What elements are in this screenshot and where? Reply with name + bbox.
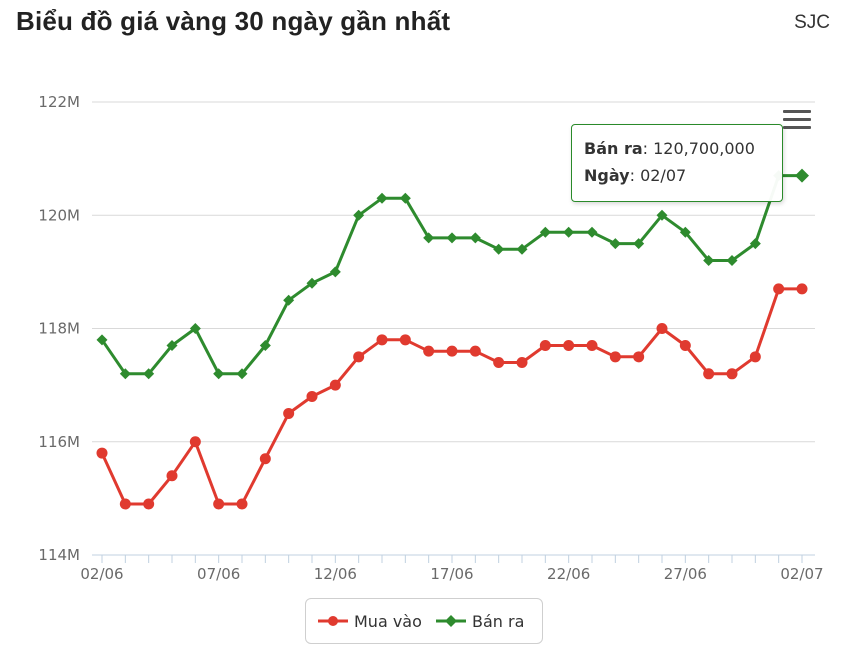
y-tick-label: 122M [38, 93, 80, 111]
series-layer [96, 168, 809, 510]
data-point-ban-ra [399, 192, 411, 204]
data-point-ban-ra [539, 226, 551, 238]
data-point-ban-ra [96, 334, 108, 346]
data-point-ban-ra [703, 255, 715, 267]
data-point-mua-vao [236, 498, 248, 510]
data-point-mua-vao [539, 339, 551, 351]
data-point-mua-vao [213, 498, 225, 510]
data-point-mua-vao [143, 498, 155, 510]
data-point-ban-ra [633, 238, 645, 250]
data-point-ban-ra [283, 294, 295, 306]
data-point-ban-ra [493, 243, 505, 255]
data-point-mua-vao [679, 339, 691, 351]
series-line-ban-ra [100, 174, 802, 376]
x-tick-label: 12/06 [314, 565, 357, 583]
data-point-ban-ra [189, 323, 201, 334]
legend-item-mua-vao[interactable]: Mua vào [318, 599, 422, 643]
data-point-ban-ra [329, 266, 341, 278]
data-point-ban-ra [166, 339, 178, 351]
axes: 114M 116M 118M 120M 122M 02/06 07/06 12/06 17/06… [38, 93, 823, 583]
x-tick-label: 02/06 [80, 565, 123, 583]
data-point-mua-vao [726, 368, 738, 380]
brand-label: SJC [794, 12, 830, 33]
tooltip-series-label: Bán ra [584, 139, 643, 158]
data-point-mua-vao [516, 356, 528, 368]
data-point-ban-ra [726, 255, 738, 267]
chart-legend: Mua vào Bán ra [305, 598, 543, 644]
data-point-mua-vao [283, 407, 295, 419]
data-point-ban-ra [469, 232, 481, 244]
data-point-mua-vao [656, 323, 668, 334]
x-tick-label: 22/06 [547, 565, 590, 583]
data-point-ban-ra [236, 368, 248, 380]
chart-menu-icon[interactable] [783, 110, 811, 132]
data-point-ban-ra [563, 226, 575, 238]
data-point-ban-ra [679, 226, 691, 238]
data-point-mua-vao [749, 351, 761, 363]
data-point-ban-ra [423, 232, 435, 244]
chart-tooltip: Bán ra: 120,700,000 Ngày: 02/07 [571, 124, 783, 202]
y-tick-label: 118M [38, 320, 80, 338]
x-tick-label: 02/07 [780, 565, 823, 583]
grid-lines [92, 101, 815, 443]
data-point-mua-vao [609, 351, 621, 363]
data-point-mua-vao [633, 351, 645, 363]
data-point-mua-vao [306, 390, 318, 402]
data-point-ban-ra [446, 232, 458, 244]
legend-label-ban-ra: Bán ra [472, 611, 525, 631]
data-point-ban-ra [119, 368, 131, 380]
data-point-mua-vao [773, 283, 785, 295]
data-point-mua-vao [469, 345, 481, 357]
data-point-mua-vao [329, 379, 341, 391]
data-point-ban-ra [213, 368, 225, 380]
data-point-mua-vao [189, 436, 201, 448]
y-tick-label: 120M [38, 206, 80, 224]
data-point-mua-vao [376, 334, 388, 346]
data-point-mua-vao [563, 339, 575, 351]
data-point-mua-vao [166, 470, 178, 482]
series-line-mua-vao [100, 287, 802, 506]
data-point-ban-ra [353, 209, 365, 221]
data-point-ban-ra [376, 192, 388, 204]
data-point-mua-vao [353, 351, 365, 363]
legend-item-ban-ra[interactable]: Bán ra [436, 599, 524, 643]
chart-title: Biểu đồ giá vàng 30 ngày gần nhất [16, 6, 451, 36]
data-point-mua-vao [119, 498, 131, 510]
data-point-ban-ra [609, 238, 621, 250]
legend-marker-diamond-icon [436, 615, 466, 627]
data-point-mua-vao [259, 453, 271, 465]
data-point-mua-vao [703, 368, 715, 380]
data-point-ban-ra [259, 339, 271, 351]
tooltip-value-row: Bán ra: 120,700,000 [584, 139, 755, 158]
data-point-mua-vao [423, 345, 435, 357]
data-point-mua-vao [446, 345, 458, 357]
y-tick-label: 116M [38, 433, 80, 451]
tooltip-value: 120,700,000 [653, 139, 755, 158]
data-point-ban-ra [656, 209, 668, 221]
data-point-ban-ra [749, 238, 761, 250]
x-tick-label: 07/06 [197, 565, 240, 583]
data-point-mua-vao [399, 334, 411, 346]
legend-label-mua-vao: Mua vào [354, 611, 422, 631]
x-tick-label: 17/06 [430, 565, 473, 583]
data-point-mua-vao [493, 356, 505, 368]
data-point-mua-vao [96, 447, 108, 459]
legend-marker-circle-icon [318, 616, 348, 626]
data-point-ban-ra [586, 226, 598, 238]
data-point-ban-ra [143, 368, 155, 380]
data-point-mua-vao [796, 283, 808, 295]
x-tick-label: 27/06 [664, 565, 707, 583]
data-point-mua-vao [586, 339, 598, 351]
data-point-ban-ra [306, 277, 318, 289]
y-tick-label: 114M [38, 546, 80, 564]
data-point-ban-ra [795, 168, 809, 183]
data-point-ban-ra [516, 243, 528, 255]
tooltip-date-row: Ngày: 02/07 [584, 166, 687, 185]
tooltip-date-label: Ngày [584, 166, 630, 185]
tooltip-date: 02/07 [640, 166, 687, 185]
